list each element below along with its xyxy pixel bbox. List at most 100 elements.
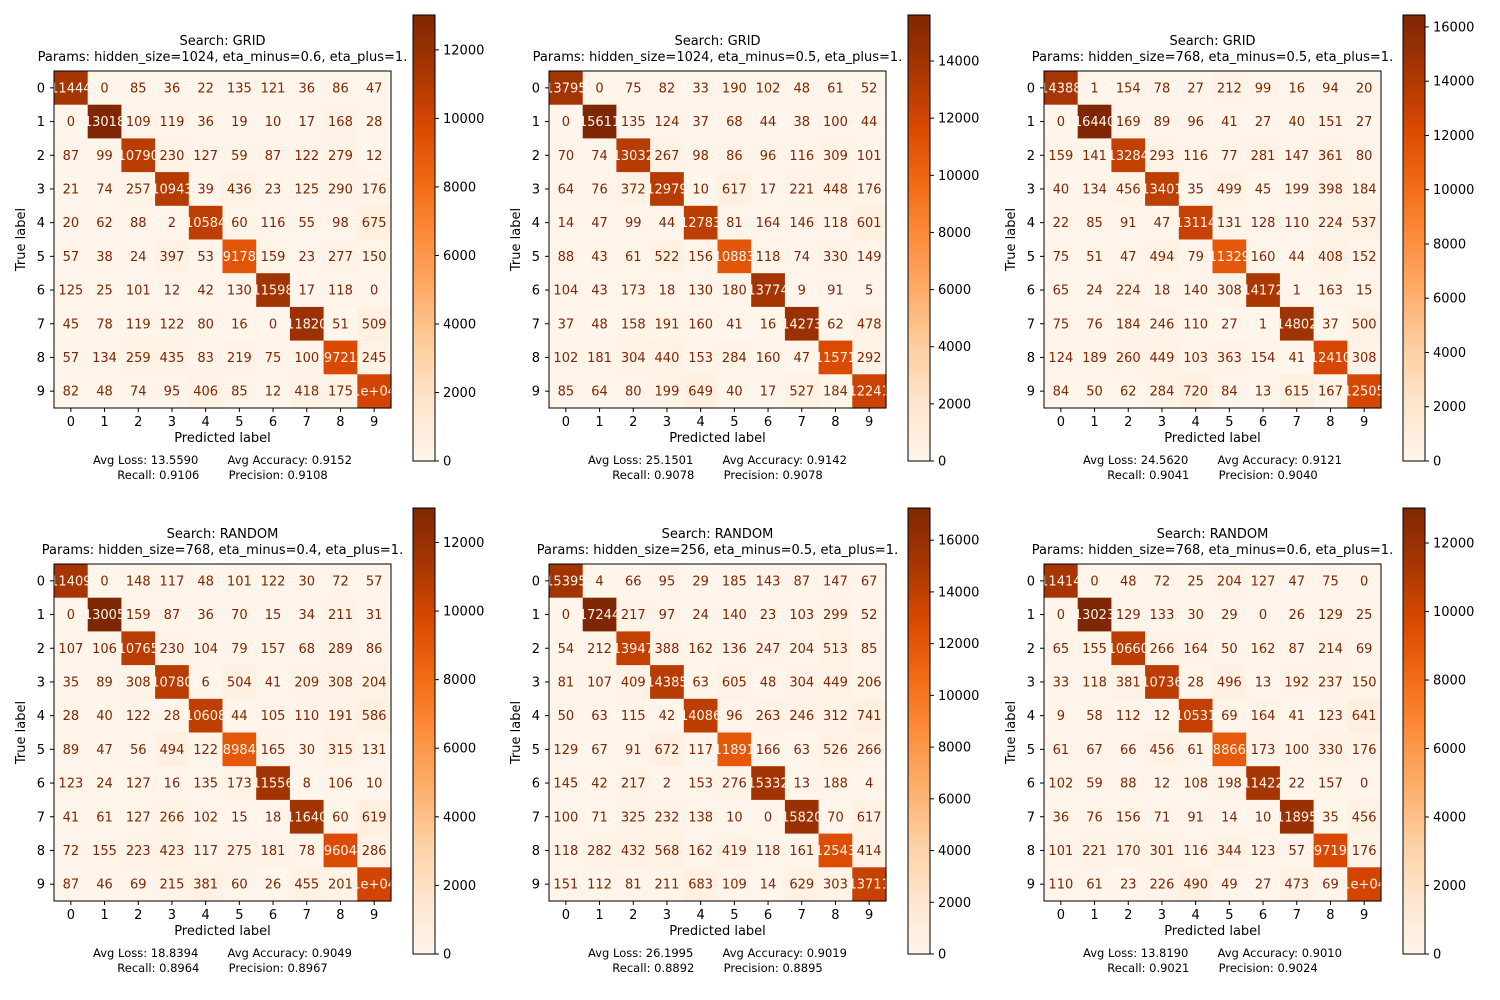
heatmap-cell bbox=[1212, 564, 1247, 599]
cell-value-label: 266 bbox=[1150, 642, 1175, 657]
cell-value-label: 67 bbox=[591, 743, 608, 758]
heatmap-cell bbox=[54, 665, 89, 700]
cell-value-label: 10584 bbox=[185, 216, 226, 231]
cell-value-label: 100 bbox=[553, 810, 578, 825]
heatmap-cell bbox=[717, 631, 752, 666]
heatmap-cell bbox=[818, 766, 853, 801]
cell-value-label: 94 bbox=[1322, 81, 1339, 96]
cell-value-label: 159 bbox=[1048, 149, 1073, 164]
heatmap-cell bbox=[121, 104, 156, 139]
heatmap-cell bbox=[1077, 71, 1112, 106]
cell-value-label: 10943 bbox=[151, 182, 192, 197]
heatmap-cell bbox=[121, 138, 156, 173]
cell-value-label: 35 bbox=[1322, 810, 1339, 825]
heatmap-cell bbox=[323, 239, 358, 274]
colorbar-frame bbox=[1402, 14, 1426, 462]
heatmap-cell bbox=[222, 273, 257, 308]
heatmap-cell bbox=[1212, 631, 1247, 666]
cell-value-label: 68 bbox=[298, 642, 315, 657]
cell-value-label: 136 bbox=[722, 642, 747, 657]
heatmap-cell bbox=[357, 205, 392, 241]
cell-value-label: 130 bbox=[688, 284, 713, 299]
heatmap-cell bbox=[751, 239, 786, 274]
cell-value-label: 52 bbox=[861, 81, 878, 96]
cell-value-label: 615 bbox=[1284, 385, 1309, 400]
heatmap-cell bbox=[852, 306, 887, 342]
heatmap-cell bbox=[54, 732, 89, 767]
cell-value-label: 176 bbox=[1352, 844, 1377, 859]
heatmap-cell bbox=[222, 698, 257, 734]
heatmap-cell bbox=[818, 104, 853, 139]
chart-subtitle: Params: hidden_size=256, eta_minus=0.5, … bbox=[537, 543, 898, 558]
heatmap-cell bbox=[188, 799, 224, 835]
heatmap-cell bbox=[751, 597, 786, 632]
y-axis-label: True label bbox=[14, 701, 29, 765]
heatmap-cell bbox=[323, 104, 358, 139]
heatmap-cell bbox=[54, 833, 89, 868]
heatmap-cell bbox=[1246, 867, 1281, 902]
cell-value-label: 72 bbox=[63, 844, 80, 859]
heatmap-cell bbox=[751, 71, 786, 106]
y-tick-label: 0 bbox=[532, 81, 540, 96]
heatmap-cell bbox=[1077, 104, 1112, 139]
heatmap-cell bbox=[1111, 374, 1146, 409]
heatmap-cell bbox=[1111, 665, 1146, 700]
heatmap-cell bbox=[155, 273, 190, 308]
y-tick-label: 9 bbox=[532, 385, 540, 400]
cell-value-label: 1e+04 bbox=[352, 385, 396, 400]
heatmap-cell bbox=[1111, 71, 1146, 106]
cell-value-label: 109 bbox=[126, 115, 151, 130]
cell-value-label: 95 bbox=[164, 385, 181, 400]
cell-value-label: 282 bbox=[587, 844, 612, 859]
cell-value-label: 5 bbox=[865, 284, 873, 299]
plot-frame bbox=[548, 563, 887, 902]
cell-value-label: 25 bbox=[1187, 574, 1204, 589]
heatmap-cell bbox=[818, 273, 853, 308]
cell-value-label: 155 bbox=[92, 844, 117, 859]
cell-value-label: 494 bbox=[160, 743, 185, 758]
colorbar-tick-label: 6000 bbox=[443, 742, 476, 757]
heatmap-cell bbox=[683, 239, 719, 274]
colorbar-tick-label: 2000 bbox=[1433, 879, 1466, 894]
heatmap-cell bbox=[188, 340, 224, 375]
x-tick-label: 3 bbox=[1158, 908, 1166, 923]
heatmap-cell bbox=[1347, 306, 1382, 342]
heatmap-cell bbox=[87, 799, 122, 835]
heatmap-cell bbox=[751, 306, 786, 342]
cell-value-label: 87 bbox=[793, 574, 810, 589]
heatmap-cell bbox=[54, 867, 89, 902]
cell-value-label: 30 bbox=[298, 574, 315, 589]
heatmap-cell bbox=[222, 833, 257, 868]
y-tick-label: 4 bbox=[532, 709, 540, 724]
cell-value-label: 74 bbox=[793, 250, 810, 265]
cell-value-label: 284 bbox=[1150, 385, 1175, 400]
heatmap-cell bbox=[852, 138, 887, 173]
heatmap-cell bbox=[1077, 597, 1112, 632]
heatmap-cell bbox=[852, 867, 887, 902]
cell-value-label: 70 bbox=[231, 608, 248, 623]
heatmap-cell bbox=[87, 698, 122, 734]
heatmap-cell bbox=[323, 306, 358, 342]
cell-value-label: 215 bbox=[160, 878, 185, 893]
heatmap-cell bbox=[717, 698, 752, 734]
chart-title: Search: GRID bbox=[674, 34, 760, 49]
cell-value-label: 165 bbox=[261, 743, 286, 758]
cell-value-label: 276 bbox=[722, 777, 747, 792]
cell-value-label: 48 bbox=[197, 574, 214, 589]
cell-value-label: 25 bbox=[96, 284, 113, 299]
cell-value-label: 118 bbox=[553, 844, 578, 859]
heatmap-cell bbox=[155, 71, 190, 106]
cell-value-label: 204 bbox=[1217, 574, 1242, 589]
heatmap-cell bbox=[1313, 766, 1348, 801]
colorbar-gradient bbox=[908, 508, 930, 954]
plot-frame bbox=[1043, 563, 1382, 902]
heatmap-cell bbox=[323, 766, 358, 801]
y-tick-label: 6 bbox=[532, 777, 540, 792]
cell-value-label: 89 bbox=[1154, 115, 1171, 130]
cell-value-label: 108 bbox=[1183, 777, 1208, 792]
y-tick-label: 1 bbox=[1027, 115, 1035, 130]
heatmap-cell bbox=[87, 665, 122, 700]
cell-value-label: 98 bbox=[692, 149, 709, 164]
cell-value-label: 86 bbox=[332, 81, 349, 96]
cell-value-label: 13774 bbox=[747, 284, 788, 299]
